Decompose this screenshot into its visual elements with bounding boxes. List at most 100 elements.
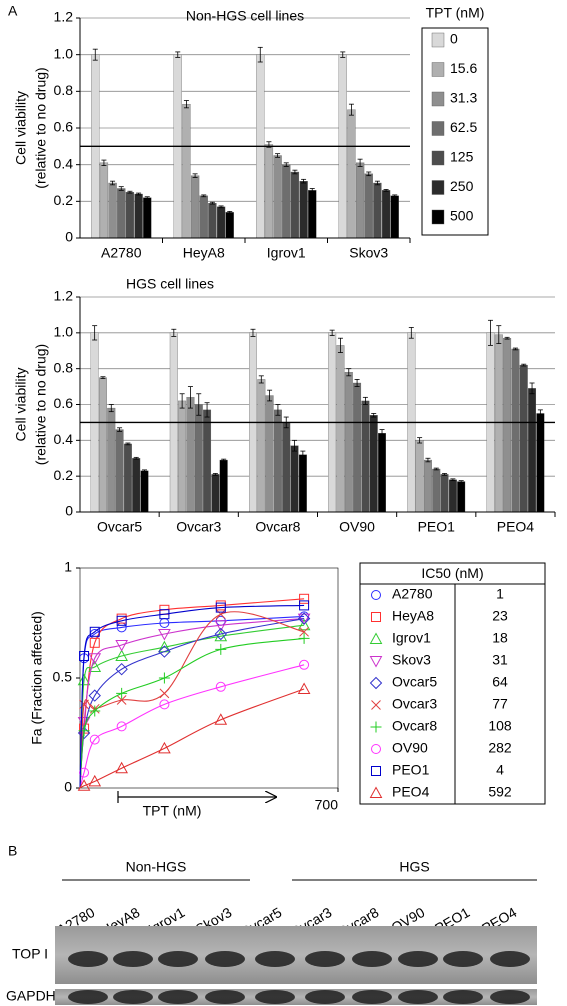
point	[78, 725, 90, 737]
legend-label: 0	[450, 31, 458, 47]
error-bar	[283, 162, 289, 167]
point	[297, 618, 311, 631]
y-axis-label: (relative to no drug)	[33, 67, 49, 188]
bar	[503, 338, 512, 513]
point	[297, 682, 311, 694]
bar	[528, 388, 537, 513]
point	[297, 612, 311, 625]
x-tick-label: OV90	[339, 519, 375, 535]
bar	[115, 429, 124, 513]
band	[113, 990, 153, 1004]
bar	[347, 109, 356, 239]
error-bar	[300, 450, 306, 459]
legend-label: HeyA8	[392, 608, 434, 624]
bar	[273, 155, 282, 239]
bar	[298, 454, 307, 513]
x-tick-label: 700	[315, 797, 339, 813]
point	[215, 643, 227, 655]
bar	[290, 445, 299, 513]
band	[490, 951, 530, 967]
bar	[178, 400, 187, 513]
x-tick-label: Ovcar5	[97, 519, 142, 535]
point	[299, 593, 310, 604]
bar	[390, 195, 399, 239]
error-bar	[450, 478, 456, 482]
error-bar	[201, 194, 207, 198]
legend-label: 15.6	[450, 60, 477, 76]
error-bar	[212, 473, 218, 476]
bar	[219, 459, 228, 513]
bar	[290, 171, 300, 239]
y-axis-label: (relative to no drug)	[33, 344, 49, 465]
bar	[440, 474, 449, 513]
error-bar	[183, 100, 189, 109]
y-axis-label: Fa (Fraction affected)	[29, 611, 45, 745]
bar	[190, 175, 200, 239]
bar	[123, 443, 132, 513]
point	[88, 774, 102, 787]
point	[89, 626, 100, 637]
error-bar	[142, 469, 148, 473]
y-tick-label: 0	[65, 503, 73, 519]
point	[77, 673, 91, 686]
band	[68, 990, 108, 1004]
y-tick-label: 0.5	[53, 669, 73, 685]
y-tick-label: 1.0	[54, 324, 74, 340]
error-bar	[433, 467, 439, 471]
legend-swatch	[431, 180, 445, 195]
y-tick-label: 1.2	[54, 9, 74, 25]
fit-curve	[79, 688, 305, 789]
error-bar	[127, 190, 133, 194]
point	[215, 681, 226, 692]
legend-swatch	[431, 150, 445, 166]
error-bar	[348, 103, 354, 116]
bar	[273, 409, 282, 513]
y-axis-label: Cell viability	[13, 368, 29, 442]
band	[352, 990, 392, 1004]
bar	[208, 203, 217, 239]
point	[79, 767, 90, 778]
bar	[264, 144, 274, 239]
error-bar	[125, 442, 131, 446]
bar	[336, 345, 345, 513]
point	[88, 689, 101, 702]
legend-title: TPT (nM)	[426, 5, 485, 21]
ic50-value: 64	[492, 674, 508, 690]
x-tick-label: HeyA8	[183, 245, 225, 261]
y-tick-label: 0.2	[54, 467, 74, 483]
point	[215, 602, 226, 613]
legend-label: PEO1	[392, 762, 430, 778]
error-bar	[250, 328, 256, 337]
error-bar	[417, 437, 423, 444]
y-tick-label: 0.8	[54, 82, 74, 98]
error-bar	[529, 382, 535, 395]
error-bar	[383, 189, 389, 192]
point	[371, 590, 381, 600]
point	[159, 688, 170, 699]
error-bar	[136, 192, 142, 196]
x-tick-label: Ovcar8	[255, 519, 300, 535]
group-label: Non-HGS	[126, 859, 187, 875]
ic50-value: 108	[488, 718, 512, 734]
legend-label: Igrov1	[392, 630, 431, 646]
point	[299, 626, 309, 637]
legend-label: 250	[450, 178, 474, 194]
point	[371, 744, 381, 754]
point	[158, 645, 171, 658]
error-bar	[218, 205, 224, 209]
bar	[257, 379, 266, 513]
error-bar	[521, 363, 527, 367]
legend-label: OV90	[392, 740, 428, 756]
error-bar	[346, 368, 352, 377]
legend-label: 31.3	[450, 90, 477, 106]
point	[371, 766, 381, 776]
bar	[415, 440, 424, 513]
error-bar	[425, 457, 431, 463]
bar	[186, 397, 195, 513]
y-tick-label: 0	[64, 779, 72, 795]
y-tick-label: 1.0	[54, 45, 74, 61]
band	[255, 951, 295, 967]
legend-swatch	[431, 91, 445, 107]
bar	[182, 104, 191, 239]
bar	[364, 173, 373, 239]
